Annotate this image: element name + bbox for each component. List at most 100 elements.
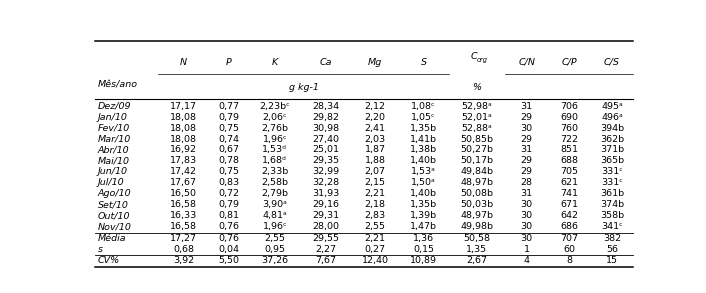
Text: 2,55: 2,55 (365, 222, 385, 231)
Text: Nov/10: Nov/10 (98, 222, 132, 231)
Text: 17,67: 17,67 (170, 178, 197, 187)
Text: 362b: 362b (600, 134, 624, 144)
Text: 2,07: 2,07 (365, 167, 385, 176)
Text: 50,08b: 50,08b (460, 189, 493, 198)
Text: 29,31: 29,31 (312, 211, 339, 220)
Text: 28: 28 (521, 178, 533, 187)
Text: 2,83: 2,83 (364, 211, 385, 220)
Text: 17,83: 17,83 (170, 156, 197, 166)
Text: C: C (471, 52, 477, 61)
Text: 1,05ᶜ: 1,05ᶜ (412, 113, 436, 122)
Text: Abr/10: Abr/10 (98, 146, 130, 154)
Text: 10,89: 10,89 (410, 256, 437, 265)
Text: 2,21: 2,21 (365, 234, 385, 243)
Text: 0,95: 0,95 (264, 246, 285, 254)
Text: 688: 688 (561, 156, 579, 166)
Text: 0,75: 0,75 (219, 167, 239, 176)
Text: 29: 29 (521, 167, 533, 176)
Text: 621: 621 (561, 178, 579, 187)
Text: 1,39b: 1,39b (410, 211, 437, 220)
Text: 29,16: 29,16 (312, 200, 339, 209)
Text: 496ᵃ: 496ᵃ (601, 113, 623, 122)
Text: 0,27: 0,27 (365, 246, 385, 254)
Text: 0,79: 0,79 (219, 113, 239, 122)
Text: 17,42: 17,42 (170, 167, 197, 176)
Text: 31,93: 31,93 (312, 189, 340, 198)
Text: 2,76b: 2,76b (261, 124, 288, 133)
Text: 722: 722 (561, 134, 579, 144)
Text: Jun/10: Jun/10 (98, 167, 128, 176)
Text: 1,96ᶜ: 1,96ᶜ (263, 222, 287, 231)
Text: Mês/ano: Mês/ano (98, 80, 138, 89)
Text: C/S: C/S (604, 58, 620, 67)
Text: Set/10: Set/10 (98, 200, 129, 209)
Text: 2,33b: 2,33b (261, 167, 289, 176)
Text: 2,12: 2,12 (365, 102, 385, 111)
Text: 0,78: 0,78 (219, 156, 239, 166)
Text: 29: 29 (521, 113, 533, 122)
Text: Jul/10: Jul/10 (98, 178, 125, 187)
Text: 394b: 394b (600, 124, 624, 133)
Text: 1,53ᵈ: 1,53ᵈ (263, 146, 287, 154)
Text: 1,68ᵈ: 1,68ᵈ (263, 156, 287, 166)
Text: 30: 30 (521, 124, 533, 133)
Text: 3,90ᵃ: 3,90ᵃ (263, 200, 287, 209)
Text: 30: 30 (521, 234, 533, 243)
Text: 0,15: 0,15 (413, 246, 434, 254)
Text: CV%: CV% (98, 256, 120, 265)
Text: 642: 642 (561, 211, 579, 220)
Text: 25,01: 25,01 (312, 146, 339, 154)
Text: 1,53ᵃ: 1,53ᵃ (411, 167, 436, 176)
Text: 1,08ᶜ: 1,08ᶜ (412, 102, 436, 111)
Text: 29,82: 29,82 (312, 113, 339, 122)
Text: 2,79b: 2,79b (261, 189, 288, 198)
Text: 358b: 358b (600, 211, 624, 220)
Text: 56: 56 (606, 246, 618, 254)
Text: 2,41: 2,41 (365, 124, 385, 133)
Text: org: org (477, 57, 488, 63)
Text: 361b: 361b (600, 189, 624, 198)
Text: 37,26: 37,26 (261, 256, 288, 265)
Text: 32,99: 32,99 (312, 167, 339, 176)
Text: 16,50: 16,50 (170, 189, 197, 198)
Text: 1,96ᶜ: 1,96ᶜ (263, 134, 287, 144)
Text: 3,92: 3,92 (173, 256, 194, 265)
Text: 50,58: 50,58 (463, 234, 491, 243)
Text: C/P: C/P (562, 58, 578, 67)
Text: 8: 8 (567, 256, 573, 265)
Text: 15: 15 (606, 256, 618, 265)
Text: 0,67: 0,67 (219, 146, 239, 154)
Text: P: P (226, 58, 232, 67)
Text: 495ᵃ: 495ᵃ (601, 102, 623, 111)
Text: 2,06ᶜ: 2,06ᶜ (263, 113, 287, 122)
Text: 27,40: 27,40 (312, 134, 339, 144)
Text: Mar/10: Mar/10 (98, 134, 131, 144)
Text: 331ᶜ: 331ᶜ (601, 167, 623, 176)
Text: 1,35: 1,35 (467, 246, 487, 254)
Text: N: N (180, 58, 187, 67)
Text: 50,17b: 50,17b (460, 156, 493, 166)
Text: 0,83: 0,83 (219, 178, 239, 187)
Text: 18,08: 18,08 (170, 113, 197, 122)
Text: 686: 686 (561, 222, 579, 231)
Text: 17,17: 17,17 (170, 102, 197, 111)
Text: 2,03: 2,03 (364, 134, 385, 144)
Text: 706: 706 (561, 102, 579, 111)
Text: 16,58: 16,58 (170, 222, 197, 231)
Text: 2,23bᶜ: 2,23bᶜ (259, 102, 290, 111)
Text: 1,38b: 1,38b (410, 146, 437, 154)
Text: 707: 707 (561, 234, 579, 243)
Text: g kg-1: g kg-1 (289, 83, 318, 91)
Text: Ago/10: Ago/10 (98, 189, 131, 198)
Text: 60: 60 (563, 246, 575, 254)
Text: 371b: 371b (600, 146, 624, 154)
Text: 341ᶜ: 341ᶜ (601, 222, 623, 231)
Text: 52,01ᵃ: 52,01ᵃ (462, 113, 492, 122)
Text: Dez/09: Dez/09 (98, 102, 131, 111)
Text: 1,40b: 1,40b (410, 189, 437, 198)
Text: 2,27: 2,27 (315, 246, 336, 254)
Text: 4,81ᵃ: 4,81ᵃ (263, 211, 287, 220)
Text: 690: 690 (561, 113, 579, 122)
Text: 50,27b: 50,27b (460, 146, 493, 154)
Text: 30: 30 (521, 200, 533, 209)
